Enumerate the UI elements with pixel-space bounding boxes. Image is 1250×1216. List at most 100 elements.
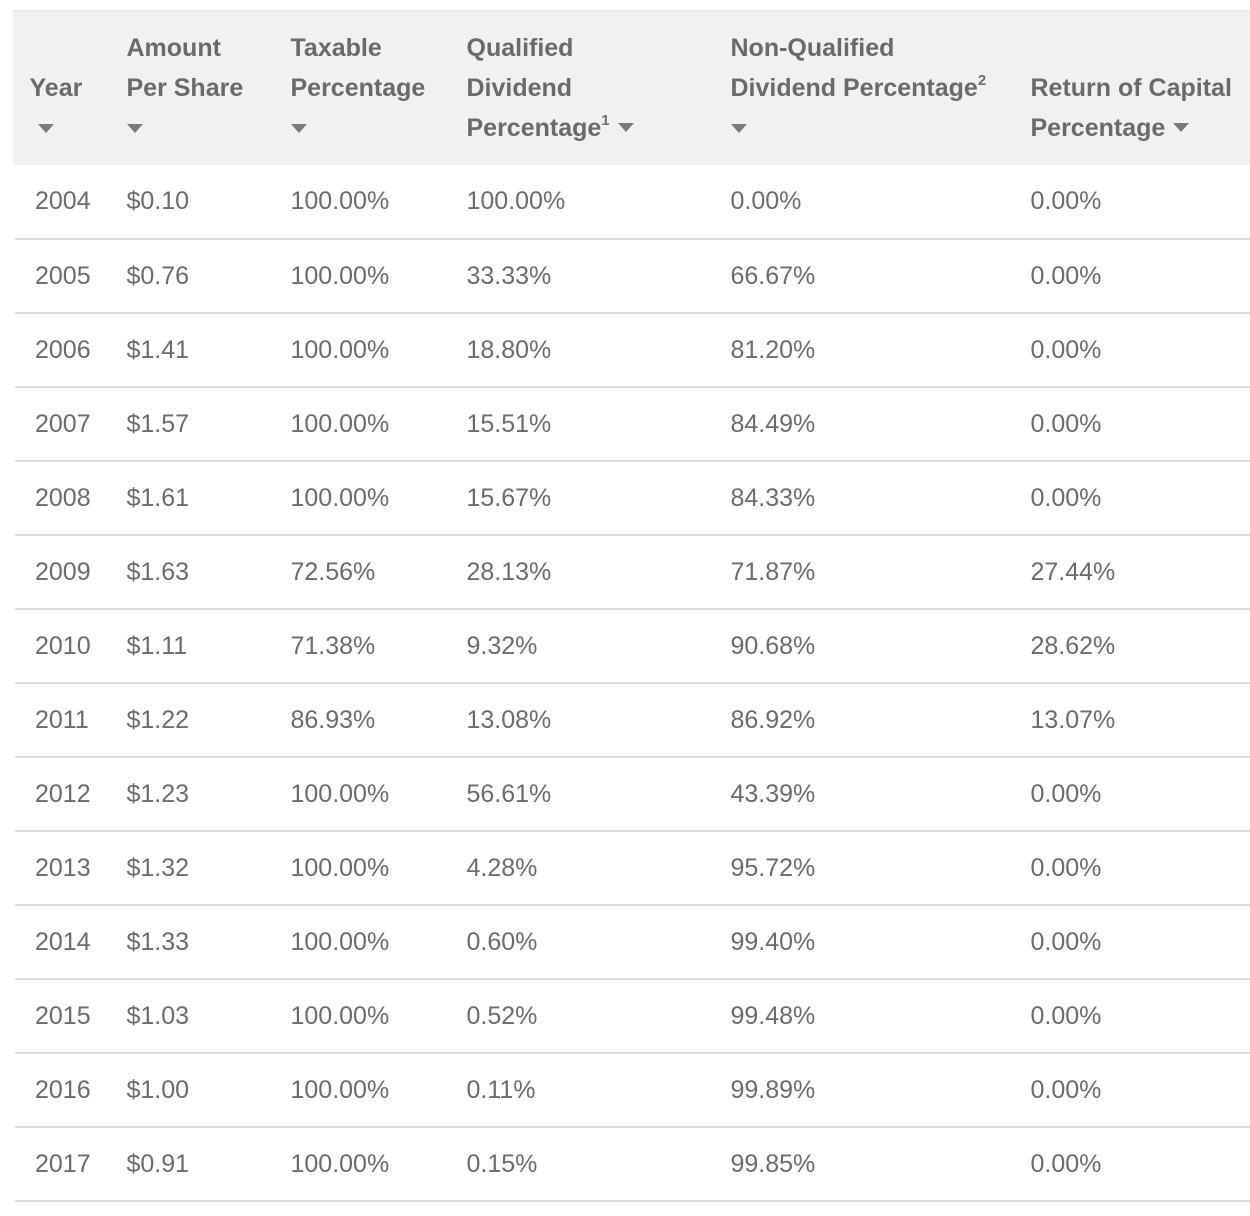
cell-taxable-percentage: 71.38% — [290, 631, 376, 660]
cell-amount-per-share: $1.32 — [126, 853, 190, 882]
cell-taxable-percentage: 100.00% — [290, 1149, 390, 1178]
table-row: 2004 $0.10 100.00% 100.00% 0.00% 0.00% — [12, 165, 1250, 239]
cell-taxable-percentage: 100.00% — [290, 1075, 390, 1104]
cell-amount-per-share: $0.10 — [126, 187, 190, 215]
cell-return-of-capital-percentage: 27.44% — [1030, 557, 1116, 586]
cell-return-of-capital-percentage: 0.00% — [1030, 261, 1102, 290]
column-header-return-of-capital-percentage[interactable]: Return of Capital Percentage — [1031, 10, 1250, 165]
cell-qualified-dividend-percentage: 0.60% — [466, 927, 538, 956]
table-row: 2011 $1.22 86.93% 13.08% 86.92% 13.07% — [12, 683, 1250, 757]
cell-taxable-percentage: 100.00% — [290, 187, 390, 215]
cell-taxable-percentage: 100.00% — [290, 927, 390, 956]
column-header-year[interactable]: Year — [13, 10, 127, 165]
cell-year: 2011 — [35, 705, 89, 734]
table-row: 2013 $1.32 100.00% 4.28% 95.72% 0.00% — [12, 831, 1250, 905]
column-header-qualified-dividend-percentage[interactable]: Qualified Dividend Percentage1 — [467, 10, 731, 165]
cell-qualified-dividend-percentage: 100.00% — [466, 187, 566, 215]
table-row: 2014 $1.33 100.00% 0.60% 99.40% 0.00% — [12, 905, 1250, 979]
header-label: Dividend — [466, 74, 573, 102]
chevron-down-icon[interactable] — [1173, 122, 1190, 132]
cell-year: 2017 — [35, 1149, 91, 1178]
cell-nonqualified-dividend-percentage: 86.92% — [730, 705, 816, 734]
table-row: 2007 $1.57 100.00% 15.51% 84.49% 0.00% — [12, 387, 1250, 461]
header-label: Return of Capital — [1030, 74, 1232, 102]
cell-taxable-percentage: 100.00% — [290, 779, 390, 808]
header-label: Non-Qualified — [730, 34, 895, 62]
cell-qualified-dividend-percentage: 18.80% — [466, 335, 552, 364]
cell-return-of-capital-percentage: 28.62% — [1030, 631, 1116, 660]
cell-nonqualified-dividend-percentage: 99.48% — [730, 1001, 816, 1030]
cell-return-of-capital-percentage: 0.00% — [1030, 1001, 1102, 1030]
cell-nonqualified-dividend-percentage: 84.49% — [730, 409, 816, 438]
chevron-down-icon[interactable] — [37, 124, 54, 133]
header-label: Year — [29, 74, 83, 102]
dividend-table-container: Year Amount Per Share Taxable Percentage… — [10, 10, 1250, 1202]
header-label: Amount — [126, 34, 221, 62]
chevron-down-icon[interactable] — [126, 124, 143, 133]
table-row: 2009 $1.63 72.56% 28.13% 71.87% 27.44% — [12, 535, 1250, 609]
column-header-taxable-percentage[interactable]: Taxable Percentage — [290, 10, 467, 165]
cell-nonqualified-dividend-percentage: 84.33% — [730, 483, 816, 512]
header-label: Per Share — [126, 74, 244, 102]
cell-amount-per-share: $1.61 — [126, 483, 190, 512]
column-header-nonqualified-dividend-percentage[interactable]: Non-Qualified Dividend Percentage2 — [730, 10, 1031, 165]
cell-qualified-dividend-percentage: 0.52% — [466, 1001, 538, 1030]
footnote-marker: 2 — [977, 71, 987, 89]
cell-nonqualified-dividend-percentage: 43.39% — [730, 779, 816, 808]
column-header-amount-per-share[interactable]: Amount Per Share — [126, 10, 291, 165]
table-header: Year Amount Per Share Taxable Percentage… — [12, 10, 1250, 165]
header-label: Percentage — [1030, 114, 1166, 142]
cell-taxable-percentage: 100.00% — [290, 409, 390, 438]
footnote-marker: 1 — [601, 111, 610, 129]
cell-amount-per-share: $1.00 — [126, 1075, 190, 1104]
cell-qualified-dividend-percentage: 28.13% — [466, 557, 552, 586]
cell-nonqualified-dividend-percentage: 99.89% — [730, 1075, 816, 1104]
cell-return-of-capital-percentage: 0.00% — [1030, 853, 1102, 882]
cell-taxable-percentage: 100.00% — [290, 261, 390, 290]
cell-qualified-dividend-percentage: 4.28% — [466, 853, 538, 882]
cell-qualified-dividend-percentage: 33.33% — [466, 261, 552, 290]
cell-year: 2005 — [35, 261, 91, 290]
cell-qualified-dividend-percentage: 56.61% — [466, 779, 552, 808]
table-row: 2017 $0.91 100.00% 0.15% 99.85% 0.00% — [12, 1127, 1250, 1201]
cell-year: 2010 — [35, 631, 91, 660]
cell-nonqualified-dividend-percentage: 99.40% — [730, 927, 816, 956]
table-row: 2015 $1.03 100.00% 0.52% 99.48% 0.00% — [12, 979, 1250, 1053]
cell-nonqualified-dividend-percentage: 99.85% — [730, 1149, 816, 1178]
cell-year: 2007 — [35, 409, 91, 438]
cell-return-of-capital-percentage: 0.00% — [1030, 779, 1102, 808]
cell-taxable-percentage: 72.56% — [290, 557, 376, 586]
cell-amount-per-share: $1.22 — [126, 705, 190, 734]
cell-nonqualified-dividend-percentage: 81.20% — [730, 335, 816, 364]
cell-nonqualified-dividend-percentage: 0.00% — [730, 187, 802, 215]
cell-taxable-percentage: 86.93% — [290, 705, 376, 734]
cell-year: 2014 — [35, 927, 91, 956]
cell-amount-per-share: $1.63 — [126, 557, 190, 586]
cell-taxable-percentage: 100.00% — [290, 335, 390, 364]
cell-qualified-dividend-percentage: 0.11% — [466, 1075, 536, 1104]
cell-taxable-percentage: 100.00% — [290, 1001, 390, 1030]
cell-amount-per-share: $1.03 — [126, 1001, 190, 1030]
cell-year: 2009 — [35, 557, 91, 586]
cell-return-of-capital-percentage: 13.07% — [1030, 705, 1116, 734]
table-row: 2012 $1.23 100.00% 56.61% 43.39% 0.00% — [12, 757, 1250, 831]
cell-year: 2006 — [35, 335, 91, 364]
chevron-down-icon[interactable] — [617, 122, 634, 132]
chevron-down-icon[interactable] — [290, 124, 307, 133]
cell-year: 2012 — [35, 779, 91, 808]
cell-taxable-percentage: 100.00% — [290, 853, 390, 882]
header-label: Percentage — [466, 114, 602, 142]
cell-qualified-dividend-percentage: 15.51% — [466, 409, 552, 438]
cell-amount-per-share: $1.41 — [126, 335, 190, 364]
cell-amount-per-share: $0.76 — [126, 261, 190, 290]
table-row: 2008 $1.61 100.00% 15.67% 84.33% 0.00% — [12, 461, 1250, 535]
cell-return-of-capital-percentage: 0.00% — [1030, 1149, 1102, 1178]
cell-return-of-capital-percentage: 0.00% — [1030, 409, 1102, 438]
cell-year: 2008 — [35, 483, 91, 512]
cell-return-of-capital-percentage: 0.00% — [1030, 335, 1102, 364]
table-row: 2010 $1.11 71.38% 9.32% 90.68% 28.62% — [12, 609, 1250, 683]
header-label: Percentage — [290, 74, 426, 102]
table-row: 2005 $0.76 100.00% 33.33% 66.67% 0.00% — [12, 239, 1250, 313]
chevron-down-icon[interactable] — [730, 124, 747, 133]
cell-return-of-capital-percentage: 0.00% — [1030, 1075, 1102, 1104]
